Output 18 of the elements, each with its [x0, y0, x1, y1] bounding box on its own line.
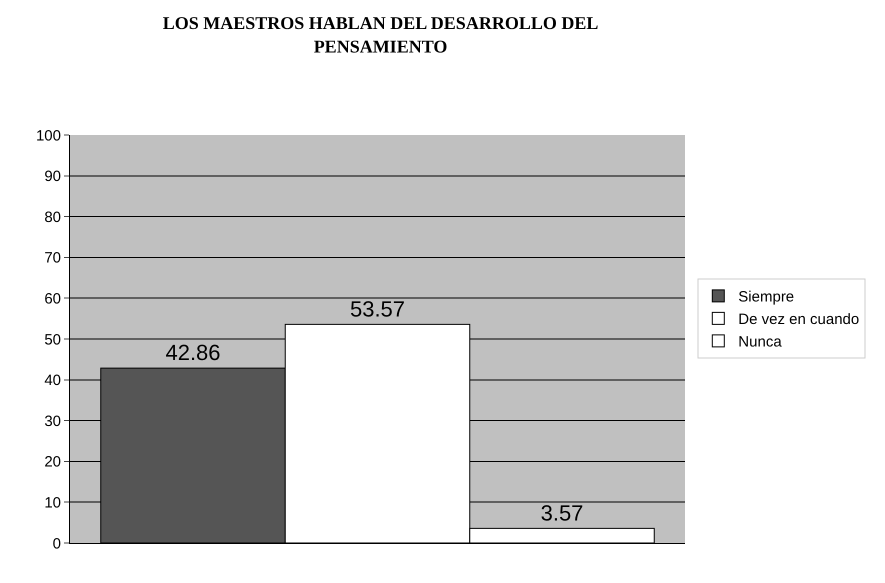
- legend-label: Nunca: [738, 334, 782, 351]
- y-tick-label: 60: [44, 290, 61, 308]
- data-label: 42.86: [165, 340, 221, 366]
- y-tick-label: 70: [44, 250, 61, 267]
- y-tick-label: 20: [44, 454, 61, 471]
- chart-title: LOS MAESTROS HABLAN DEL DESARROLLO DEL PENSAMIENTO: [162, 13, 598, 57]
- y-tick-label: 0: [52, 535, 61, 552]
- legend-label: Siempre: [738, 288, 794, 306]
- data-label: 3.57: [540, 500, 584, 526]
- y-tick-label: 80: [44, 208, 61, 226]
- y-tick-label: 10: [44, 494, 61, 512]
- y-tick-label: 90: [44, 168, 61, 186]
- y-tick-label: 50: [44, 331, 61, 348]
- data-label: 53.57: [350, 296, 406, 322]
- legend-label: De vez en cuando: [738, 311, 860, 328]
- y-tick-label: 40: [44, 372, 61, 390]
- y-tick-label: 100: [36, 127, 61, 144]
- y-tick-label: 30: [44, 412, 61, 430]
